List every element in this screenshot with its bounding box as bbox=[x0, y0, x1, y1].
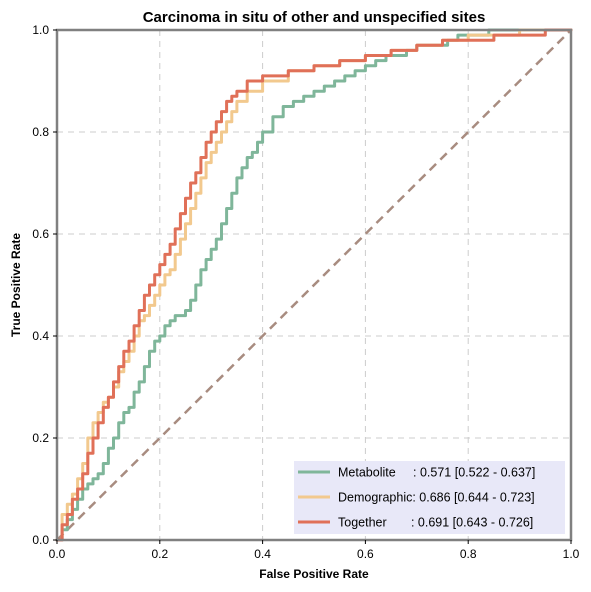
x-tick-label: 0.4 bbox=[254, 547, 271, 561]
y-axis-title: True Positive Rate bbox=[9, 233, 23, 337]
x-tick-label: 1.0 bbox=[563, 547, 580, 561]
y-tick-label: 0.0 bbox=[32, 533, 49, 547]
y-tick-label: 0.2 bbox=[32, 431, 49, 445]
y-tick-label: 1.0 bbox=[32, 23, 49, 37]
x-tick-label: 0.0 bbox=[49, 547, 66, 561]
axis-ticks: 0.0 0.2 0.4 0.6 0.8 1.0 0.0 0.2 0.4 0.6 0.8 1.0 bbox=[32, 23, 579, 561]
together-roc-line bbox=[55, 28, 573, 542]
chart-title: Carcinoma in situ of other and unspecifi… bbox=[143, 9, 486, 26]
x-tick-label: 0.2 bbox=[151, 547, 168, 561]
reference-line-layer bbox=[56, 29, 572, 541]
metabolite-roc-line bbox=[55, 28, 573, 542]
x-tick-label: 0.8 bbox=[460, 547, 477, 561]
legend: Metabolite : 0.571 [0.522 - 0.637] Demogr… bbox=[294, 461, 565, 534]
x-axis-title: False Positive Rate bbox=[259, 567, 369, 581]
y-tick-label: 0.4 bbox=[32, 329, 49, 343]
series-layer bbox=[55, 28, 573, 542]
x-tick-label: 0.6 bbox=[357, 547, 374, 561]
demographic-legend-label: Demographic: 0.686 [0.644 - 0.723] bbox=[338, 491, 535, 505]
plot-frame bbox=[55, 28, 573, 542]
legend-background bbox=[294, 461, 565, 534]
y-tick-label: 0.8 bbox=[32, 125, 49, 139]
together-legend-label: Together : 0.691 [0.643 - 0.726] bbox=[338, 516, 533, 530]
chance-diagonal-line bbox=[56, 29, 572, 541]
y-tick-label: 0.6 bbox=[32, 227, 49, 241]
metabolite-legend-label: Metabolite : 0.571 [0.522 - 0.637] bbox=[338, 466, 535, 480]
